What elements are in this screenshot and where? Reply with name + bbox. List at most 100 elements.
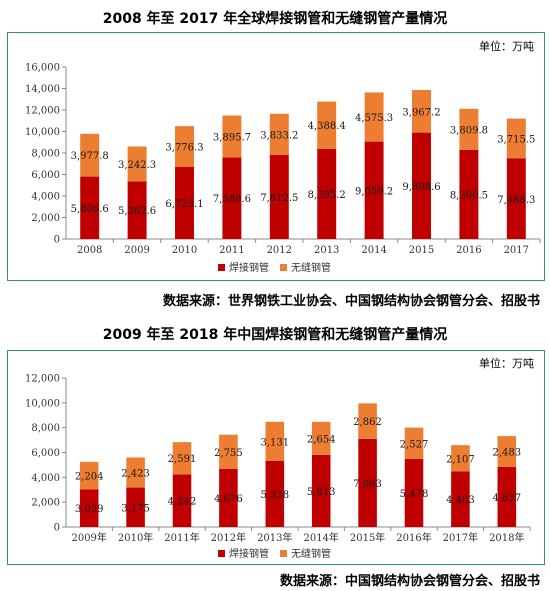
chart2-bar-welded — [265, 460, 285, 527]
chart2-title: 2009 年至 2018 年中国焊接钢管和无缝钢管产量情况 — [102, 327, 448, 343]
chart2-bar-welded — [451, 471, 470, 527]
chart1-data-label-seamless: 3,809.8 — [450, 125, 488, 136]
chart2-x-tick-label: 2010年 — [118, 531, 153, 544]
chart1-y-tick-label: 10,000 — [25, 127, 60, 138]
chart2-data-label-seamless: 2,204 — [75, 472, 104, 483]
chart2-data-label-seamless: 2,423 — [121, 469, 150, 480]
chart1-y-tick-label: 6,000 — [31, 170, 60, 181]
chart1-y-tick-label: 2,000 — [31, 213, 60, 224]
chart1-data-label-welded: 8,395.2 — [308, 190, 346, 201]
chart1-source: 数据来源：世界钢铁工业协会、中国钢结构协会钢管分会、招股书 — [162, 294, 540, 309]
chart2-y-tick-label: 8,000 — [31, 423, 60, 434]
chart2-data-label-seamless: 2,107 — [446, 454, 475, 465]
chart2-x-tick-label: 2009年 — [71, 531, 106, 544]
chart2-data-label-welded: 4,837 — [492, 493, 521, 504]
chart1-legend-label: 无缝钢管 — [291, 261, 331, 274]
chart2-legend-label: 无缝钢管 — [291, 547, 331, 560]
chart1-data-label-seamless: 4,388.4 — [308, 121, 346, 132]
chart1-legend-swatch — [218, 264, 225, 271]
chart2-x-tick-label: 2015年 — [350, 531, 385, 544]
chart2-data-label-welded: 3,175 — [121, 503, 150, 514]
chart1-x-tick-label: 2013 — [314, 245, 339, 256]
chart2-bar-welded — [79, 489, 99, 527]
chart2-source: 数据来源：中国钢结构协会钢管分会、招股书 — [279, 574, 540, 589]
chart1-x-tick-label: 2009 — [124, 245, 149, 256]
chart1-bar-welded — [364, 141, 384, 239]
chart1-data-label-welded: 8,300.5 — [450, 190, 488, 201]
chart1-bar-seamless — [506, 118, 526, 159]
chart2-y-tick-label: 0 — [54, 523, 60, 534]
chart1-x-tick-label: 2016 — [456, 245, 481, 256]
chart2-data-label-welded: 4,483 — [446, 495, 475, 506]
chart2-bar-seamless — [311, 421, 331, 455]
chart1-data-label-welded: 7,488.3 — [497, 195, 535, 206]
chart1-bar-seamless — [127, 146, 147, 182]
chart1-data-label-seamless: 3,977.8 — [71, 151, 109, 162]
chart1-y-tick-label: 4,000 — [31, 192, 60, 203]
chart1-data-label-welded: 6,723.1 — [165, 199, 203, 210]
chart2-x-tick-label: 2012年 — [211, 531, 246, 544]
chart1-bar-welded — [506, 158, 526, 239]
chart1-bar-seamless — [80, 133, 100, 177]
chart1-x-tick-label: 2012 — [267, 245, 292, 256]
chart2-x-tick-label: 2017年 — [443, 531, 478, 544]
chart1-x-tick-label: 2008 — [77, 245, 102, 256]
chart2-legend-swatch — [280, 550, 287, 557]
chart1-bar-welded — [459, 149, 479, 239]
chart2-bar-seamless — [497, 436, 517, 467]
chart2-y-tick-label: 10,000 — [25, 398, 60, 409]
chart2-x-tick-label: 2016年 — [396, 531, 431, 544]
chart1-data-label-seamless: 3,895.7 — [213, 132, 251, 143]
chart1-data-label-welded: 9,898.6 — [402, 182, 440, 193]
chart2-bar-seamless — [126, 457, 145, 488]
chart2-data-label-welded: 4,242 — [168, 497, 197, 508]
chart1-data-label-welded: 7,812.5 — [260, 193, 298, 204]
chart2-bar-welded — [404, 458, 424, 527]
chart2-x-tick-label: 2014年 — [303, 531, 338, 544]
chart1-x-tick-label: 2017 — [504, 245, 529, 256]
chart2-data-label-welded: 5,813 — [307, 487, 336, 498]
chart2-data-label-welded: 7,093 — [353, 479, 382, 490]
chart2-bar-seamless — [219, 434, 238, 469]
chart1-x-tick-label: 2010 — [172, 245, 197, 256]
chart2-bar-seamless — [265, 421, 285, 461]
chart2-y-tick-label: 4,000 — [31, 473, 60, 484]
chart1-bar-welded — [222, 157, 242, 239]
chart2-y-tick-label: 6,000 — [31, 448, 60, 459]
chart2-bar-welded — [358, 438, 377, 527]
chart1-bar-welded — [269, 155, 289, 239]
chart2-legend-swatch — [218, 550, 225, 557]
chart2-x-tick-label: 2013年 — [257, 531, 292, 544]
chart1-bar-welded — [175, 166, 194, 239]
chart2-data-label-seamless: 2,527 — [400, 439, 429, 450]
chart1-data-label-seamless: 3,833.2 — [260, 130, 298, 141]
chart2-bar-seamless — [451, 445, 470, 472]
chart2-unit-label: 单位：万吨 — [479, 356, 534, 370]
chart1-bar-seamless — [412, 89, 431, 133]
chart1-bar-seamless — [222, 115, 242, 158]
chart2-frame: 单位：万吨 0 2,000 4,000 6,000 8,000 10,000 12,000 3,… — [7, 350, 545, 565]
chart2-data-label-seamless: 2,654 — [307, 434, 336, 445]
chart2-bar-welded — [497, 466, 517, 527]
chart2-data-label-welded: 4,676 — [214, 494, 243, 505]
chart1-bar-seamless — [364, 92, 384, 142]
chart1-bar-welded — [127, 181, 147, 239]
chart2-bar-welded — [172, 474, 192, 527]
chart1-title: 2008 年至 2017 年全球焊接钢管和无缝钢管产量情况 — [102, 11, 448, 27]
chart2-data-label-seamless: 2,862 — [353, 417, 382, 428]
chart2-bar-welded — [126, 487, 145, 527]
chart1-data-label-seamless: 4,575.3 — [355, 113, 393, 124]
chart1-x-tick-label: 2014 — [361, 245, 386, 256]
chart1-y-tick-label: 0 — [54, 235, 60, 246]
chart1-y-tick-label: 12,000 — [25, 106, 60, 117]
chart2-bar-seamless — [172, 442, 192, 475]
chart1-data-label-welded: 5,806.6 — [71, 204, 109, 215]
chart2-data-label-seamless: 3,131 — [260, 437, 289, 448]
chart2-data-label-seamless: 2,591 — [168, 454, 197, 465]
chart2-y-tick-label: 2,000 — [31, 498, 60, 509]
chart1-bar-seamless — [175, 126, 194, 167]
chart2-y-tick-label: 12,000 — [25, 374, 60, 385]
chart2-data-label-welded: 5,338 — [260, 490, 289, 501]
chart2-x-tick-label: 2011年 — [164, 531, 199, 544]
chart1-svg: 单位：万吨 0 2,000 4,000 6,000 8,000 10,000 12,000 14… — [25, 39, 541, 274]
